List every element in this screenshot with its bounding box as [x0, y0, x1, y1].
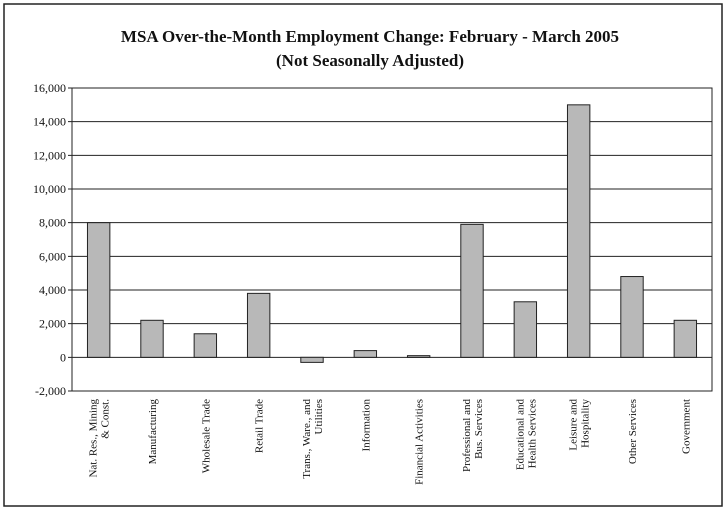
bar: [140, 319, 164, 358]
bar: [620, 276, 644, 358]
x-tick-label: Nat. Res., Mining& Const.: [88, 399, 112, 478]
x-tick-label: Financial Activities: [414, 399, 426, 485]
chart-subtitle: (Not Seasonally Adjusted): [276, 51, 464, 70]
y-tick-label: -2,000: [35, 384, 66, 398]
bar: [246, 292, 271, 358]
x-tick-label: Retail Trade: [254, 399, 266, 453]
y-tick-label: 14,000: [33, 115, 66, 129]
x-tick-label: Leisure andHospitality: [568, 399, 592, 451]
bar: [406, 355, 431, 358]
chart-title: MSA Over-the-Month Employment Change: Fe…: [121, 27, 619, 46]
x-tick-label: Trans., Ware., andUtilities: [301, 399, 325, 479]
bar: [566, 104, 591, 358]
x-tick-label: Manufacturing: [147, 399, 159, 465]
y-tick-label: 2,000: [39, 317, 66, 331]
y-tick-label: 0: [60, 350, 66, 364]
bar: [353, 350, 378, 358]
x-tick-label: Educational andHealth Services: [514, 399, 538, 471]
bar: [86, 222, 111, 358]
x-tick-label: Professional andBus. Services: [461, 399, 485, 473]
y-tick-label: 8,000: [39, 216, 66, 230]
y-tick-label: 10,000: [33, 182, 66, 196]
y-tick-label: 16,000: [33, 81, 66, 95]
bar: [513, 301, 538, 358]
bar: [300, 356, 324, 363]
bar: [460, 223, 484, 358]
bar: [193, 333, 218, 358]
y-tick-label: 12,000: [33, 148, 66, 162]
x-tick-label: Wholesale Trade: [200, 399, 212, 473]
x-tick-label: Government: [680, 399, 692, 454]
y-tick-label: 6,000: [39, 249, 66, 263]
bar: [673, 319, 698, 358]
x-tick-label: Information: [360, 399, 372, 452]
x-tick-label: Other Services: [627, 399, 639, 464]
y-tick-label: 4,000: [39, 283, 66, 297]
